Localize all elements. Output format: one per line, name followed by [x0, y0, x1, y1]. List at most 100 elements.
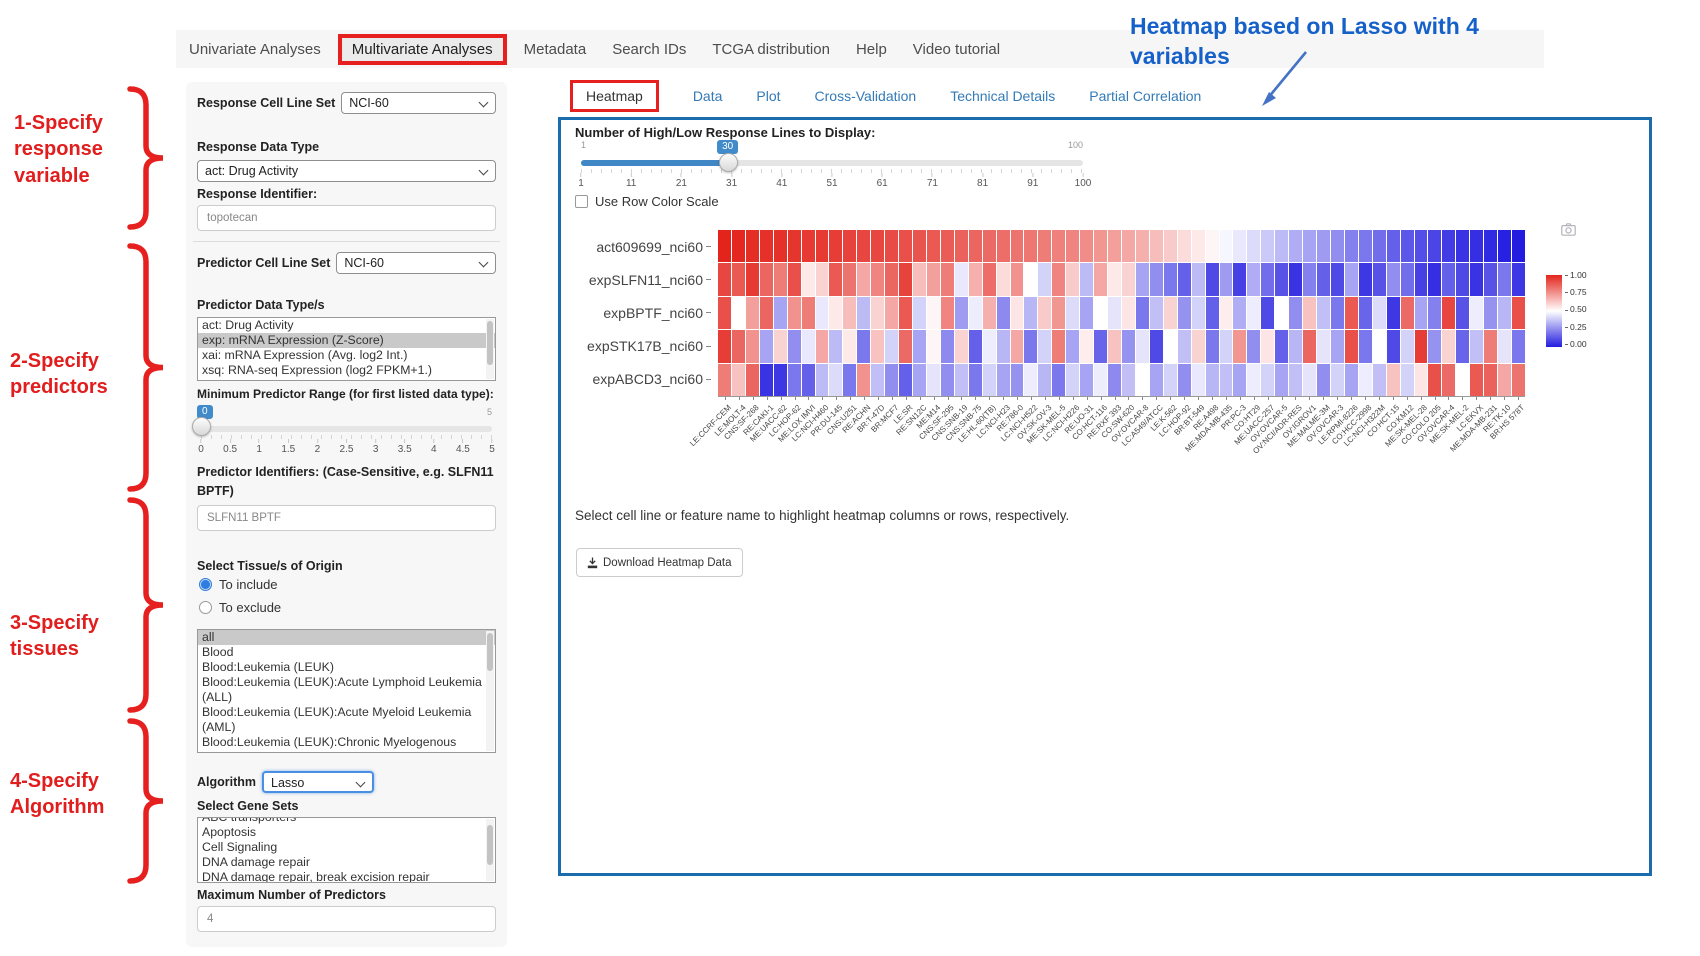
heatmap-cell[interactable]	[1233, 263, 1247, 296]
heatmap-cell[interactable]	[885, 230, 899, 263]
heatmap-cell[interactable]	[815, 296, 829, 330]
heatmap-cell[interactable]	[1344, 296, 1358, 330]
heatmap-cell[interactable]	[1233, 296, 1247, 330]
heatmap-cell[interactable]	[1108, 296, 1121, 330]
heatmap-cell[interactable]	[1163, 263, 1177, 296]
heatmap-cell[interactable]	[1177, 330, 1191, 363]
heatmap-cell[interactable]	[1066, 230, 1080, 263]
heatmap-cell[interactable]	[1317, 363, 1330, 396]
heatmap-cell[interactable]	[1275, 330, 1289, 363]
max-predictors-input[interactable]: 4	[197, 905, 496, 932]
heatmap-cell[interactable]	[1512, 230, 1525, 263]
heatmap-cell[interactable]	[968, 330, 982, 363]
heatmap-cell[interactable]	[954, 330, 968, 363]
heatmap-cell[interactable]	[1108, 263, 1121, 296]
heatmap-cell[interactable]	[1233, 230, 1247, 263]
heatmap-cell[interactable]	[1414, 263, 1428, 296]
heatmap-cell[interactable]	[1135, 230, 1149, 263]
heatmap-cell[interactable]	[1456, 263, 1470, 296]
heatmap-cell[interactable]	[857, 363, 871, 396]
heatmap-cell[interactable]	[1386, 230, 1400, 263]
heatmap-cell[interactable]	[1470, 330, 1484, 363]
nav-item-tcga-distribution[interactable]: TCGA distribution	[712, 40, 830, 58]
heatmap-cell[interactable]	[1344, 263, 1358, 296]
heatmap-cell[interactable]	[1080, 363, 1094, 396]
heatmap-cell[interactable]	[759, 263, 773, 296]
heatmap-cell[interactable]	[1344, 230, 1358, 263]
heatmap-cell[interactable]	[1512, 263, 1525, 296]
list-option[interactable]: all	[198, 629, 495, 645]
heatmap-cell[interactable]	[829, 363, 843, 396]
heatmap-cell[interactable]	[787, 296, 801, 330]
heatmap-cell[interactable]	[1247, 296, 1261, 330]
heatmap-cell[interactable]	[1191, 330, 1205, 363]
list-option[interactable]: Blood:Leukemia (LEUK):Acute Lymphoid Leu…	[202, 674, 482, 704]
display-lines-slider[interactable]: 1 100 30 1 11 21 31 41 51 61 71 81 91 100	[578, 140, 1091, 196]
nav-item-multivariate-analyses[interactable]: Multivariate Analyses	[337, 33, 507, 65]
heatmap-cell[interactable]	[899, 363, 913, 396]
heatmap-cell[interactable]	[1121, 230, 1135, 263]
heatmap-cell[interactable]	[787, 330, 801, 363]
heatmap-cell[interactable]	[1038, 296, 1052, 330]
heatmap-cell[interactable]	[1108, 363, 1121, 396]
heatmap-cell[interactable]	[1205, 330, 1219, 363]
heatmap-cell[interactable]	[1010, 263, 1024, 296]
heatmap-cell[interactable]	[843, 330, 857, 363]
heatmap-cell[interactable]	[913, 363, 926, 396]
heatmap-cell[interactable]	[1135, 330, 1149, 363]
heatmap-cell[interactable]	[1024, 363, 1038, 396]
heatmap-cell[interactable]	[1512, 296, 1525, 330]
heatmap-cell[interactable]	[801, 230, 815, 263]
include-radio[interactable]	[199, 577, 212, 591]
heatmap-cell[interactable]	[871, 263, 885, 296]
heatmap-cell[interactable]	[1149, 263, 1163, 296]
heatmap-cell[interactable]	[885, 363, 899, 396]
heatmap-cell[interactable]	[1094, 363, 1108, 396]
heatmap-cell[interactable]	[718, 330, 731, 363]
list-option[interactable]: Blood	[202, 644, 234, 659]
response-data-type-select[interactable]: act: Drug Activity	[197, 160, 496, 182]
heatmap-cell[interactable]	[1177, 363, 1191, 396]
heatmap-cell[interactable]	[1038, 263, 1052, 296]
list-option[interactable]: Blood:Leukemia (LEUK)	[202, 659, 334, 674]
heatmap-cell[interactable]	[1358, 296, 1372, 330]
heatmap-cell[interactable]	[801, 363, 815, 396]
heatmap-cell[interactable]	[1247, 230, 1261, 263]
heatmap-cell[interactable]	[1191, 263, 1205, 296]
heatmap-cell[interactable]	[1289, 296, 1303, 330]
heatmap-cell[interactable]	[1094, 263, 1108, 296]
heatmap-cell[interactable]	[1456, 330, 1470, 363]
heatmap-cell[interactable]	[829, 330, 843, 363]
heatmap-cell[interactable]	[885, 296, 899, 330]
heatmap-cell[interactable]	[857, 296, 871, 330]
tissue-list[interactable]: all Blood Blood:Leukemia (LEUK) Blood:Leuke…	[197, 628, 496, 753]
heatmap-cell[interactable]	[871, 330, 885, 363]
heatmap-cell[interactable]	[1010, 363, 1024, 396]
heatmap-cell[interactable]	[1456, 363, 1470, 396]
heatmap-cell[interactable]	[871, 363, 885, 396]
heatmap-cell[interactable]	[1080, 230, 1094, 263]
heatmap-cell[interactable]	[1289, 330, 1303, 363]
heatmap-cell[interactable]	[1470, 363, 1484, 396]
heatmap-cell[interactable]	[787, 263, 801, 296]
heatmap-cell[interactable]	[1317, 263, 1330, 296]
list-option[interactable]: act: Drug Activity	[202, 318, 294, 332]
heatmap-cell[interactable]	[1344, 363, 1358, 396]
heatmap-cell[interactable]	[1386, 296, 1400, 330]
heatmap-cell[interactable]	[968, 263, 982, 296]
heatmap-cell[interactable]	[913, 263, 926, 296]
heatmap-cell[interactable]	[1052, 263, 1066, 296]
heatmap-cell[interactable]	[718, 363, 731, 396]
heatmap-row-label[interactable]: expABCD3_nci60	[592, 371, 703, 388]
heatmap-cell[interactable]	[1470, 230, 1484, 263]
heatmap-cell[interactable]	[718, 263, 731, 296]
gene-sets-list[interactable]: ABC transporters Apoptosis Cell Signaling D…	[197, 816, 496, 883]
heatmap-cell[interactable]	[1428, 363, 1442, 396]
heatmap-cell[interactable]	[1149, 363, 1163, 396]
heatmap-cell[interactable]	[1358, 230, 1372, 263]
tab-technical-details[interactable]: Technical Details	[950, 88, 1056, 104]
heatmap-cell[interactable]	[773, 363, 787, 396]
heatmap-cell[interactable]	[815, 263, 829, 296]
heatmap-cell[interactable]	[745, 296, 759, 330]
heatmap-cell[interactable]	[745, 230, 759, 263]
